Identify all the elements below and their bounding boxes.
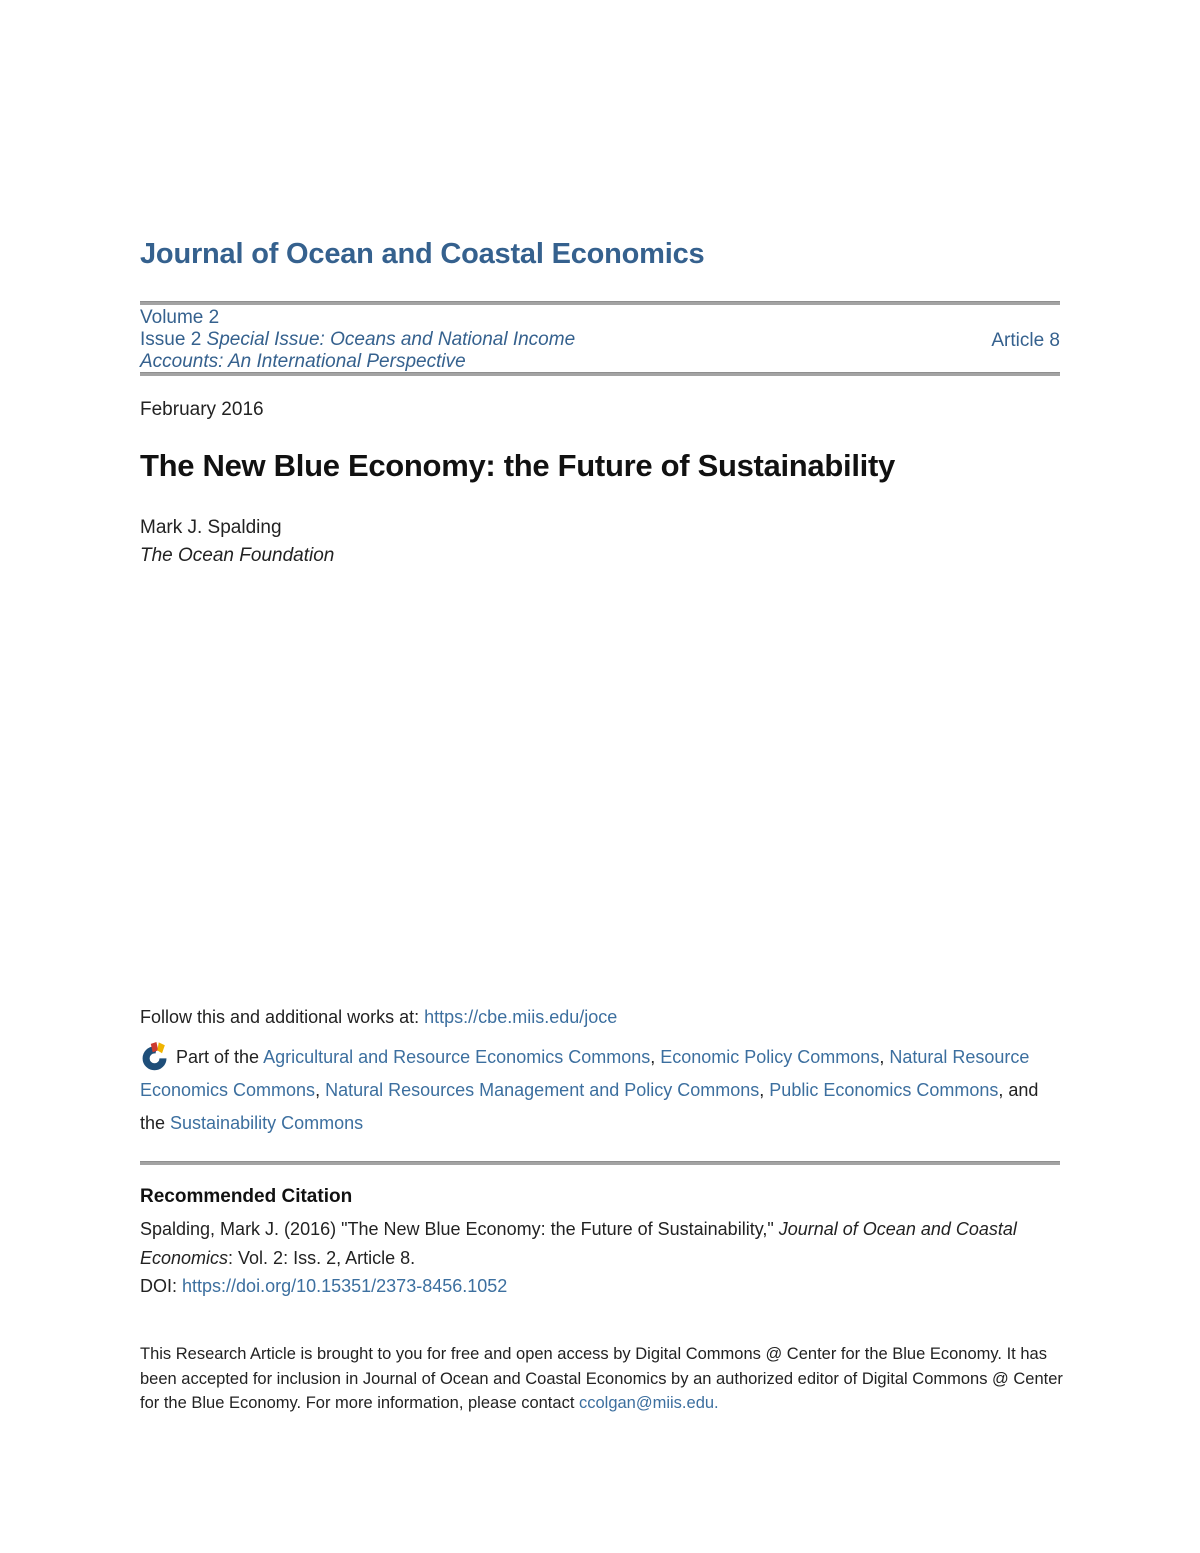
- journal-title: Journal of Ocean and Coastal Economics: [140, 238, 705, 270]
- doi-line: DOI: https://doi.org/10.15351/2373-8456.…: [140, 1272, 1030, 1301]
- citation-body: Spalding, Mark J. (2016) "The New Blue E…: [140, 1215, 1030, 1301]
- citation-text-after: : Vol. 2: Iss. 2, Article 8.: [228, 1247, 416, 1268]
- volume-label: Volume 2: [140, 307, 220, 328]
- issue-prefix: Issue 2: [140, 329, 207, 350]
- part-of-separator: , and the: [140, 1080, 1039, 1133]
- issue-block: Volume 2 Issue 2 Special Issue: Oceans a…: [140, 307, 610, 373]
- footer-note: This Research Article is brought to you …: [140, 1342, 1085, 1416]
- part-of-separator: ,: [315, 1080, 326, 1100]
- divider-top: [140, 301, 1060, 305]
- citation-text: Spalding, Mark J. (2016) "The New Blue E…: [140, 1215, 1030, 1272]
- author-name: Mark J. Spalding: [140, 517, 282, 538]
- doi-link[interactable]: https://doi.org/10.15351/2373-8456.1052: [182, 1276, 508, 1296]
- citation-journal-italic: Journal of Ocean and Coastal Economics: [140, 1219, 1017, 1268]
- divider-citation: [140, 1161, 1060, 1165]
- footer-text: This Research Article is brought to you …: [140, 1345, 1063, 1412]
- commons-link[interactable]: Agricultural and Resource Economics Comm…: [263, 1047, 651, 1067]
- part-of-links: Agricultural and Resource Economics Comm…: [140, 1047, 1038, 1133]
- journal-collection-link[interactable]: https://cbe.miis.edu/joce: [424, 1007, 618, 1027]
- commons-link[interactable]: Economic Policy Commons: [660, 1047, 880, 1067]
- part-of-separator: ,: [650, 1047, 661, 1067]
- publication-date: February 2016: [140, 399, 264, 420]
- article-title: The New Blue Economy: the Future of Sust…: [140, 448, 895, 483]
- commons-link[interactable]: Natural Resource Economics Commons: [140, 1047, 1030, 1100]
- digital-commons-network-icon: [140, 1041, 170, 1071]
- follow-prefix: Follow this and additional works at:: [140, 1007, 425, 1027]
- contact-email-link[interactable]: ccolgan@miis.edu.: [578, 1394, 719, 1412]
- commons-link[interactable]: Sustainability Commons: [170, 1113, 364, 1133]
- part-of-paragraph: Part of the Agricultural and Resource Ec…: [140, 1041, 1060, 1140]
- part-of-separator: ,: [759, 1080, 770, 1100]
- citation-text-before: Spalding, Mark J. (2016) "The New Blue E…: [140, 1219, 779, 1239]
- article-number: Article 8: [991, 330, 1060, 351]
- doi-label: DOI:: [140, 1276, 183, 1296]
- masthead: Volume 2 Issue 2 Special Issue: Oceans a…: [140, 307, 1060, 373]
- commons-link[interactable]: Natural Resources Management and Policy …: [325, 1080, 760, 1100]
- author-affiliation: The Ocean Foundation: [140, 545, 335, 566]
- commons-link[interactable]: Public Economics Commons: [769, 1080, 999, 1100]
- divider-masthead-bottom: [140, 372, 1060, 376]
- recommended-citation-heading: Recommended Citation: [140, 1186, 353, 1207]
- issue-title: Special Issue: Oceans and National Incom…: [140, 329, 576, 372]
- part-of-prefix: Part of the: [176, 1047, 264, 1067]
- follow-works-line: Follow this and additional works at: htt…: [140, 1007, 1060, 1028]
- part-of-separator: ,: [879, 1047, 890, 1067]
